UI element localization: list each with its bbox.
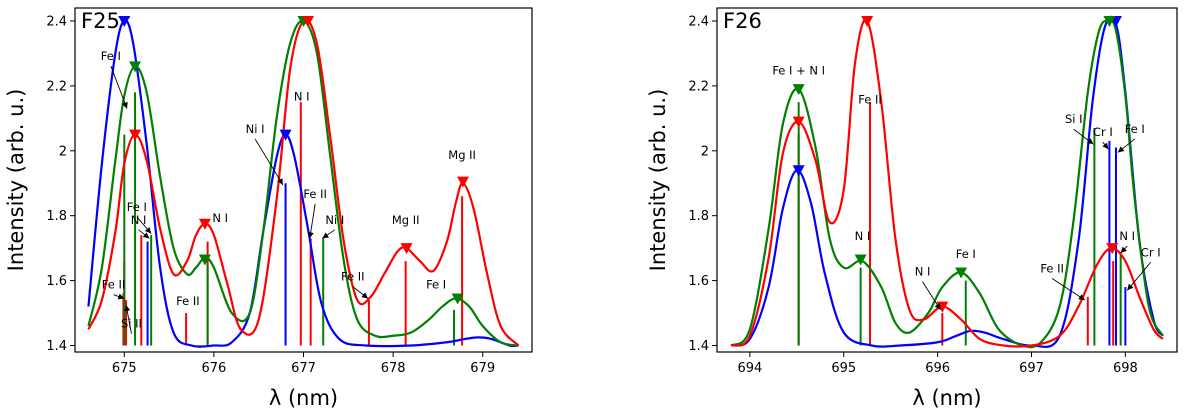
annotation-pointer xyxy=(1051,278,1086,301)
annotation-label: Fe I xyxy=(426,278,446,292)
annotation-label: Mg II xyxy=(448,148,476,162)
y-tick-label: 1.4 xyxy=(46,339,67,354)
peak-marker xyxy=(198,254,211,266)
x-tick-label: 695 xyxy=(831,361,856,376)
peak-marker xyxy=(792,165,805,177)
annotation-label: Ni I xyxy=(246,122,265,136)
peak-marker xyxy=(129,129,142,141)
annotation-arrowhead xyxy=(117,293,125,300)
x-tick-label: 675 xyxy=(112,361,137,376)
annotation-arrowhead xyxy=(1120,246,1127,254)
y-tick-label: 2.2 xyxy=(46,79,67,94)
y-tick-label: 1.8 xyxy=(688,209,709,224)
y-tick-label: 2.4 xyxy=(46,14,67,29)
annotation-pointer xyxy=(1126,261,1152,291)
annotation-label: N I xyxy=(131,213,147,227)
annotation-label: N I xyxy=(915,265,931,279)
annotation-label: N I xyxy=(855,229,871,243)
annotation-label: Fe II xyxy=(102,278,126,292)
annotation-label: Fe II xyxy=(303,187,327,201)
y-tick-label: 2 xyxy=(701,144,709,159)
y-tick-label: 1.6 xyxy=(46,274,67,289)
series-line-green xyxy=(87,19,519,347)
panel-title: F25 xyxy=(81,9,120,33)
annotation-arrowhead xyxy=(144,227,152,234)
y-tick-label: 2 xyxy=(59,144,67,159)
annotation-arrowhead xyxy=(1127,283,1134,291)
peak-marker xyxy=(301,15,314,27)
x-tick-label: 679 xyxy=(470,361,495,376)
annotation-arrowhead xyxy=(124,304,131,312)
y-axis-label: Intensity (arb. u.) xyxy=(646,89,670,272)
annotation-arrowhead xyxy=(322,232,329,239)
peak-marker xyxy=(1106,243,1119,255)
annotation-label: Mg II xyxy=(392,213,420,227)
x-tick-label: 694 xyxy=(737,361,762,376)
annotation-pointer xyxy=(110,65,128,109)
peak-marker xyxy=(129,61,142,73)
x-tick-label: 677 xyxy=(291,361,316,376)
peak-marker xyxy=(279,129,292,141)
y-tick-label: 2.4 xyxy=(688,14,709,29)
x-tick-label: 698 xyxy=(1113,361,1138,376)
annotation-arrowhead xyxy=(307,232,314,239)
x-axis-label: λ (nm) xyxy=(912,386,981,410)
annotation-arrowhead xyxy=(1117,146,1125,153)
annotation-label: Ni I xyxy=(325,213,344,227)
y-tick-label: 2.2 xyxy=(688,79,709,94)
annotation-arrowhead xyxy=(277,178,283,185)
peak-marker xyxy=(792,84,805,96)
series-line-green xyxy=(730,19,1164,349)
axis-frame xyxy=(716,7,1178,353)
annotation-label: Fe I xyxy=(127,200,147,214)
peak-marker xyxy=(457,176,470,188)
peak-marker xyxy=(955,267,968,279)
peak-marker xyxy=(861,15,874,27)
annotation-label: N I xyxy=(212,211,228,225)
annotation-label: Fe I + N I xyxy=(772,64,825,78)
peak-marker xyxy=(400,243,413,255)
chart-panel: Fe I + N I Fe II N I Fe I N I Fe II Si I Cr I Fe… xyxy=(646,7,1178,410)
annotation-arrowhead xyxy=(361,292,369,299)
annotation-label: N I xyxy=(294,89,310,103)
annotation-arrowhead xyxy=(1086,138,1094,145)
annotation-label: Fe I xyxy=(956,247,976,261)
annotation-label: Cr I xyxy=(1093,125,1113,139)
annotation-label: Fe II xyxy=(341,270,365,284)
annotation-label: Fe I xyxy=(101,49,121,63)
peak-marker xyxy=(118,15,131,27)
annotation-label: N I xyxy=(1119,229,1135,243)
annotation-pointer xyxy=(254,138,284,186)
series-line-red xyxy=(87,18,520,347)
y-axis-label: Intensity (arb. u.) xyxy=(4,89,28,272)
annotation-label: Fe II xyxy=(1040,261,1064,275)
annotation-arrowhead xyxy=(934,303,941,310)
annotation-label: Fe I xyxy=(1125,122,1145,136)
peak-marker xyxy=(451,293,464,305)
x-tick-label: 697 xyxy=(1019,361,1044,376)
annotation-label: Fe II xyxy=(858,93,882,107)
annotation-label: Cr I xyxy=(1141,245,1161,259)
y-tick-label: 1.4 xyxy=(688,339,709,354)
y-tick-label: 1.8 xyxy=(46,209,67,224)
annotation-arrowhead xyxy=(1102,142,1109,150)
x-tick-label: 678 xyxy=(381,361,406,376)
annotation-label: Si I xyxy=(1065,112,1083,126)
x-axis-label: λ (nm) xyxy=(269,386,338,410)
x-tick-label: 696 xyxy=(925,361,950,376)
annotation-arrowhead xyxy=(1078,294,1085,301)
peak-marker xyxy=(792,116,805,128)
annotation-arrowhead xyxy=(142,232,150,239)
peak-marker xyxy=(198,218,211,230)
peak-marker xyxy=(854,254,867,266)
annotation-label: Si II xyxy=(121,317,142,331)
peak-marker xyxy=(1103,15,1116,27)
annotation-label: Fe II xyxy=(176,294,200,308)
y-tick-label: 1.6 xyxy=(688,274,709,289)
panel-title: F26 xyxy=(723,9,762,33)
annotation-arrowhead xyxy=(122,101,128,109)
x-tick-label: 676 xyxy=(201,361,226,376)
